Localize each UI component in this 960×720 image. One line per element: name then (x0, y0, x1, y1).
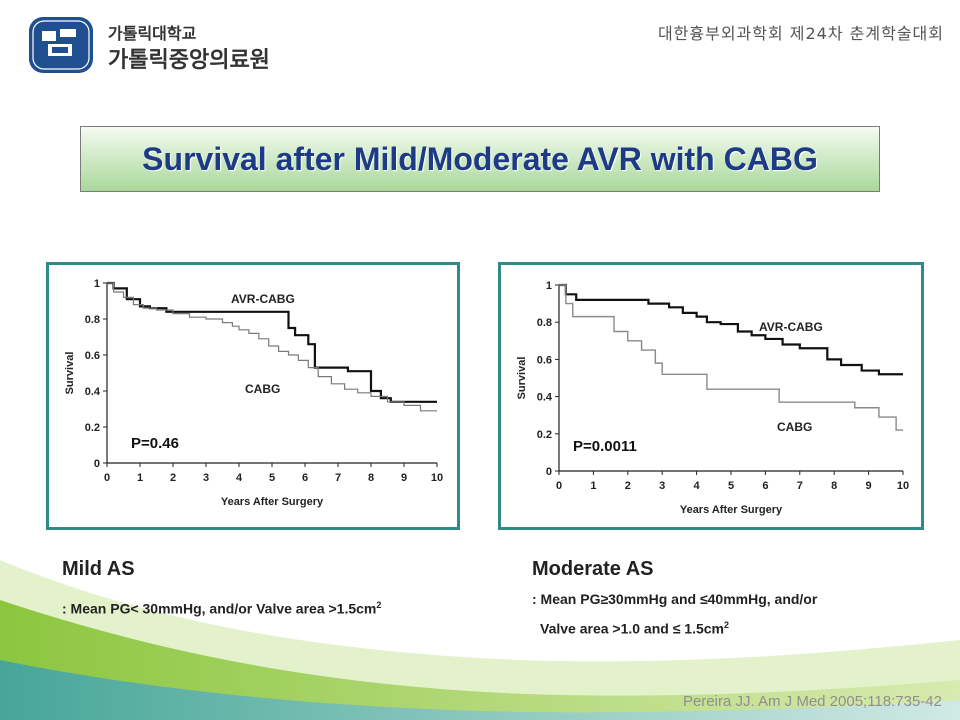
x-tick-label: 3 (659, 480, 665, 492)
university-logo: 가톨릭대학교 가톨릭중앙의료원 (28, 16, 288, 74)
university-name: 가톨릭대학교 (108, 24, 197, 43)
y-tick-label: 0.2 (85, 422, 100, 434)
series-line-avr-cabg (107, 281, 437, 403)
moderate-as-heading: Moderate AS (532, 558, 654, 580)
x-axis-title: Years After Surgery (221, 496, 324, 508)
y-axis-title: Survival (64, 352, 76, 395)
moderate-as-definition-line1: : Mean PG≥30mmHg and ≤40mmHg, and/or (532, 591, 818, 607)
y-tick-label: 1 (546, 280, 552, 292)
x-tick-label: 0 (556, 480, 562, 492)
conference-title: 대한흉부외과학회 제24차 춘계학술대회 (657, 24, 944, 43)
y-tick-label: 0 (94, 458, 100, 470)
y-tick-label: 0.8 (537, 317, 552, 329)
mild-as-definition-text: : Mean PG< 30mmHg, and/or Valve area >1.… (62, 600, 377, 617)
mild-as-definition: : Mean PG< 30mmHg, and/or Valve area >1.… (62, 594, 381, 620)
x-tick-label: 9 (866, 480, 872, 492)
y-tick-label: 0.2 (537, 429, 552, 441)
x-tick-label: 5 (728, 480, 734, 492)
x-tick-label: 4 (694, 480, 701, 492)
series-line-cabg (107, 282, 437, 412)
x-tick-label: 1 (590, 480, 596, 492)
moderate-as-definition-line2-row: Valve area >1.0 and ≤ 1.5cm2 (532, 614, 817, 640)
x-tick-label: 7 (797, 480, 803, 492)
x-tick-label: 6 (302, 472, 308, 484)
x-tick-label: 8 (368, 472, 374, 484)
x-tick-label: 10 (431, 472, 443, 484)
catholic-university-emblem-icon (29, 17, 93, 73)
x-tick-label: 9 (401, 472, 407, 484)
y-tick-label: 0 (546, 466, 552, 478)
x-axis-title: Years After Surgery (680, 504, 783, 516)
p-value-annotation: P=0.0011 (573, 438, 637, 455)
x-tick-label: 4 (236, 472, 243, 484)
x-tick-label: 10 (897, 480, 909, 492)
mild-as-heading: Mild AS (62, 558, 135, 580)
y-tick-label: 0.4 (537, 392, 553, 404)
series-line-cabg (559, 284, 903, 431)
series-line-avr-cabg (559, 283, 903, 376)
y-tick-label: 0.8 (85, 314, 100, 326)
curve-label-cabg: CABG (245, 382, 280, 396)
x-tick-label: 2 (625, 480, 631, 492)
x-tick-label: 2 (170, 472, 176, 484)
y-tick-label: 0.4 (85, 386, 101, 398)
x-tick-label: 0 (104, 472, 110, 484)
chart-panel-moderate: 0 0.2 0.4 0.6 0.8 1 0 1 2 3 4 5 6 7 8 9 10 Years After Su… (498, 262, 924, 530)
p-value-annotation: P=0.46 (131, 435, 179, 452)
x-tick-label: 1 (137, 472, 143, 484)
x-tick-label: 7 (335, 472, 341, 484)
slide-title-box: Survival after Mild/Moderate AVR with CA… (80, 126, 880, 192)
curve-label-avr-cabg: AVR-CABG (759, 320, 823, 334)
y-tick-label: 0.6 (537, 354, 552, 366)
y-axis-title: Survival (516, 357, 528, 400)
mild-as-definition-superscript: 2 (376, 600, 382, 610)
chart-panel-mild: 0 0.2 0.4 0.6 0.8 1 0 1 2 3 4 5 6 7 8 9 10 Years After Su… (46, 262, 460, 530)
x-tick-label: 6 (762, 480, 768, 492)
moderate-as-definition: : Mean PG≥30mmHg and ≤40mmHg, and/or Val… (532, 588, 817, 640)
curve-label-cabg: CABG (777, 420, 812, 434)
citation: Pereira JJ. Am J Med 2005;118:735-42 (682, 693, 942, 710)
x-tick-label: 3 (203, 472, 209, 484)
x-tick-label: 5 (269, 472, 275, 484)
x-tick-label: 8 (831, 480, 837, 492)
slide-title: Survival after Mild/Moderate AVR with CA… (142, 141, 818, 177)
medical-center-name: 가톨릭중앙의료원 (108, 48, 270, 73)
moderate-as-definition-line2: Valve area >1.0 and ≤ 1.5cm (540, 620, 724, 637)
moderate-as-definition-superscript: 2 (723, 620, 729, 630)
y-tick-label: 1 (94, 278, 100, 290)
y-tick-label: 0.6 (85, 350, 100, 362)
curve-label-avr-cabg: AVR-CABG (231, 292, 295, 306)
